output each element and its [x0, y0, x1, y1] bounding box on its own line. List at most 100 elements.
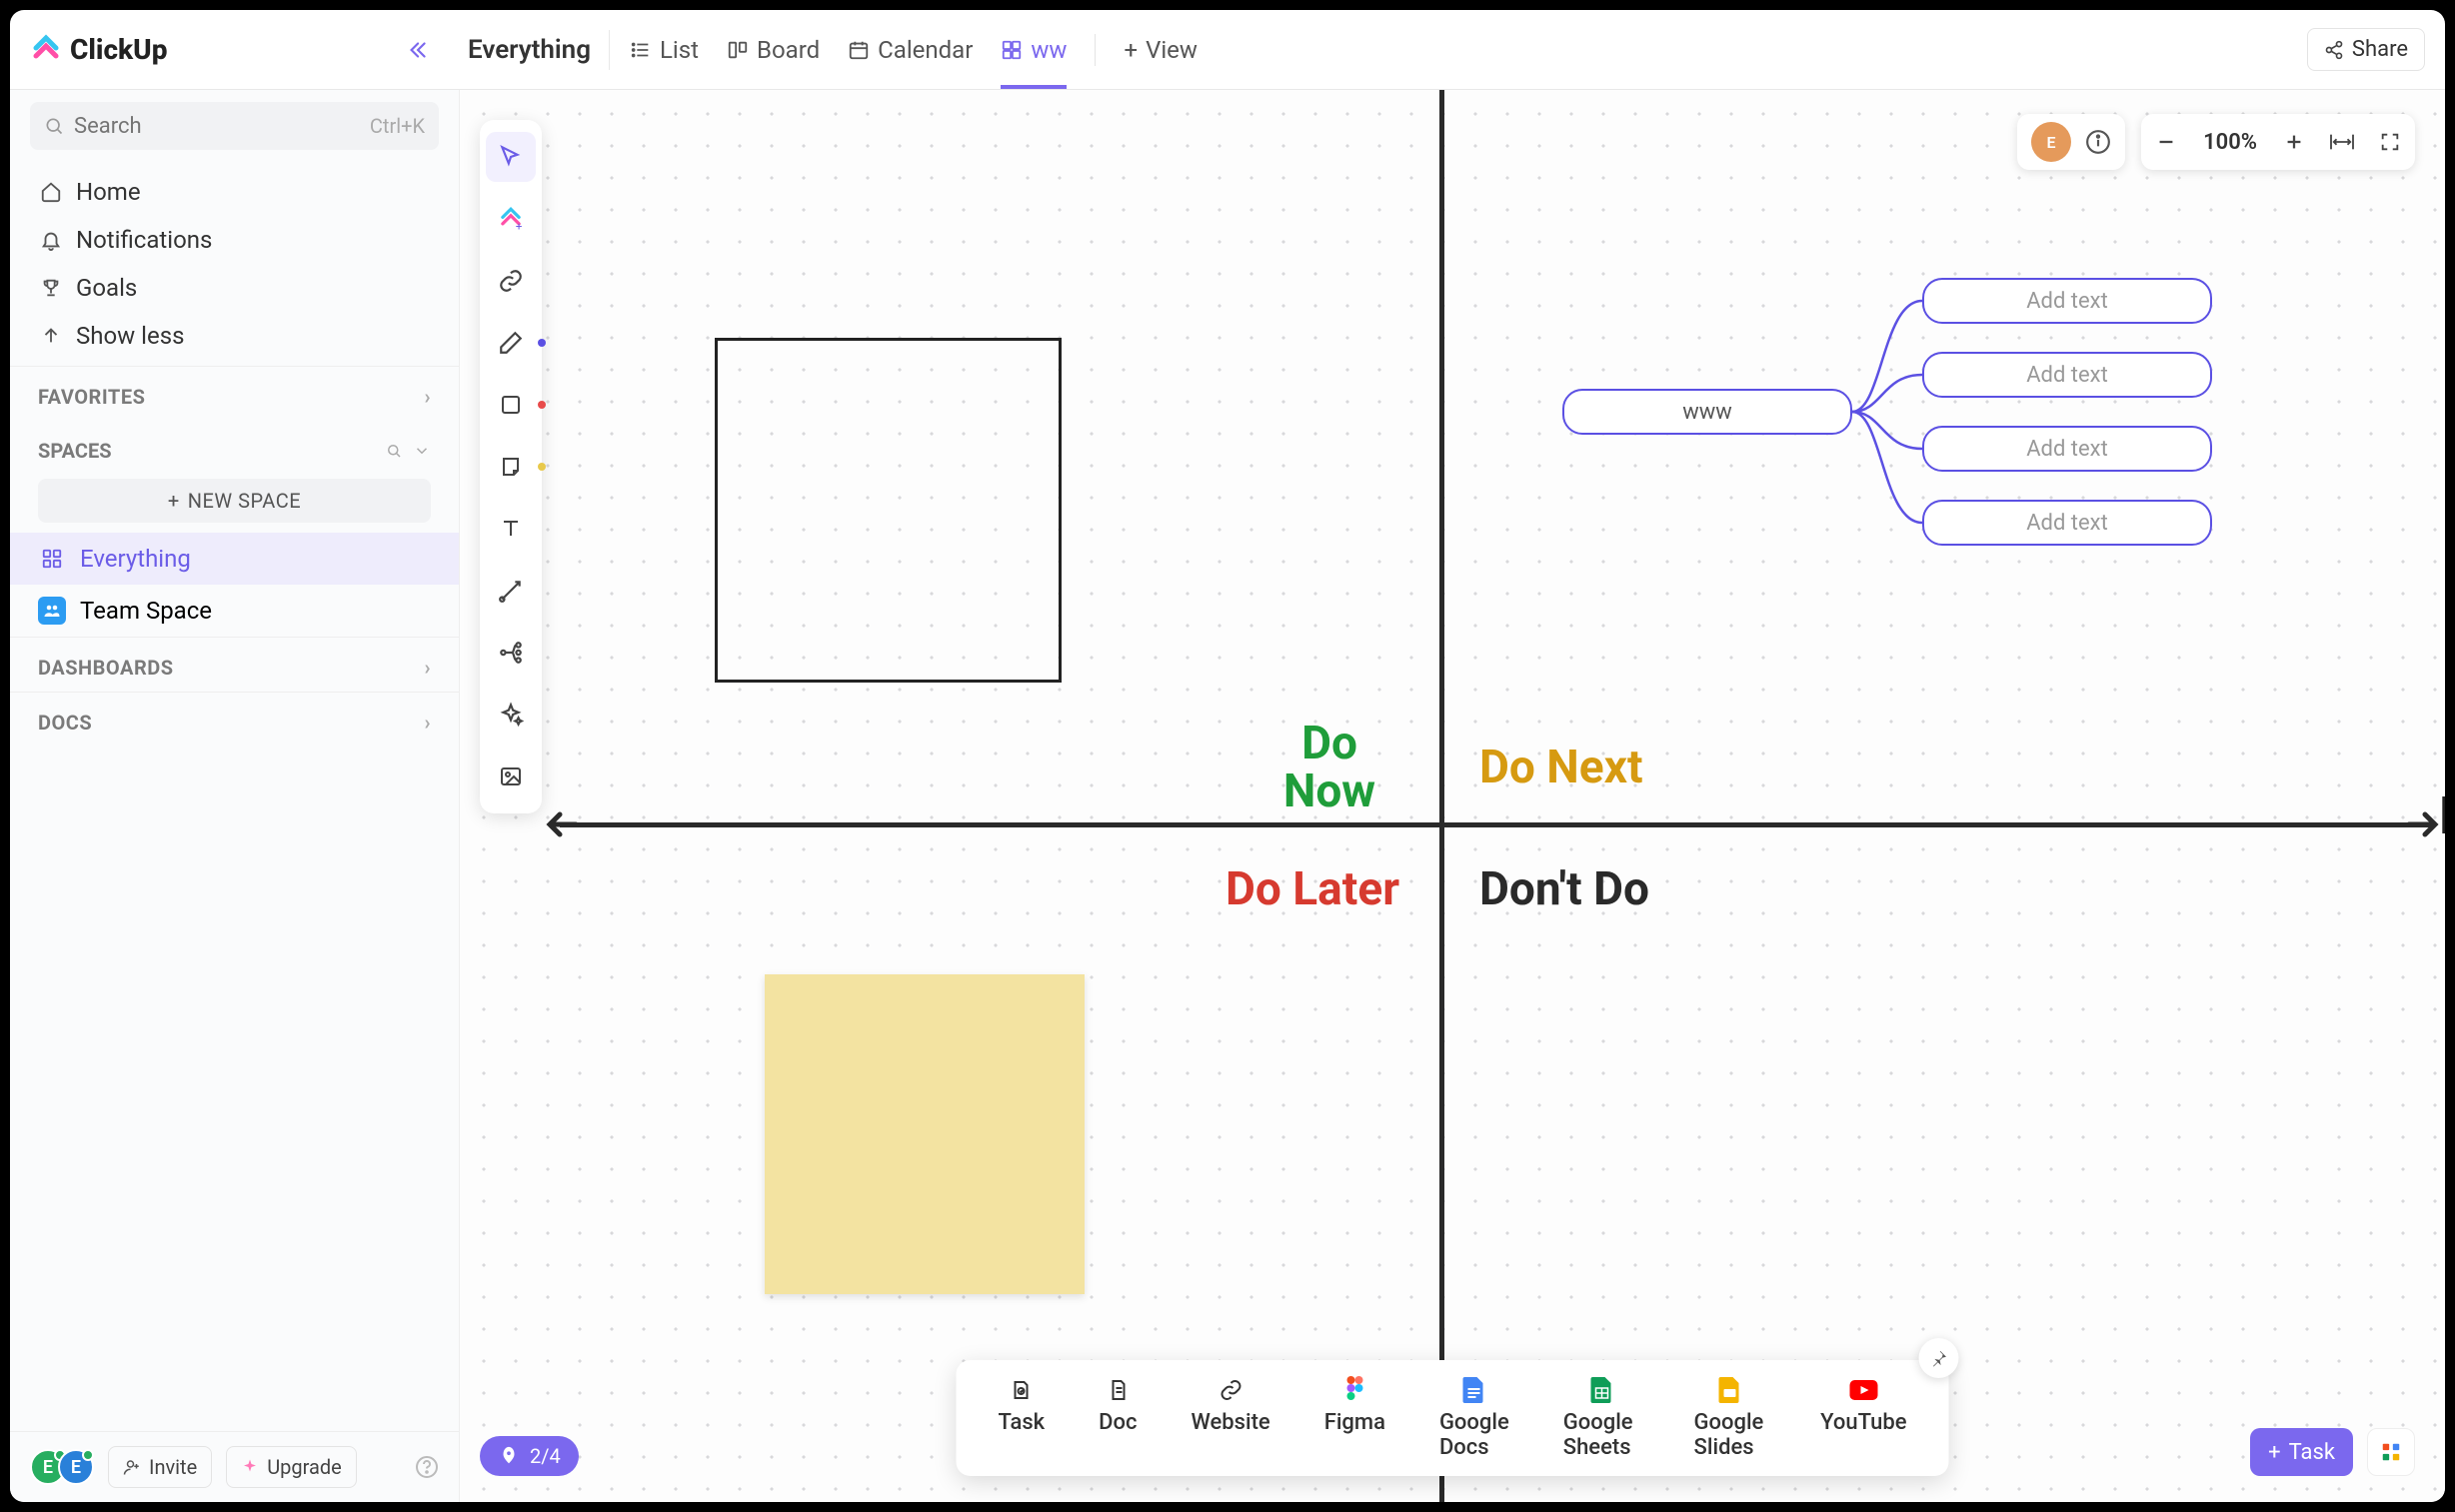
whiteboard-canvas[interactable]: E 100% + [460, 90, 2445, 1502]
zoom-in-button[interactable] [2279, 127, 2309, 157]
tool-clickup[interactable]: + [486, 194, 536, 244]
mindmap-child[interactable]: Add text [1922, 426, 2212, 472]
search-input[interactable] [74, 114, 360, 139]
zoom-out-button[interactable] [2151, 127, 2181, 157]
nav-home[interactable]: Home [10, 168, 459, 216]
team-space-icon [38, 597, 66, 625]
invite-button[interactable]: Invite [108, 1446, 212, 1488]
insert-figma[interactable]: Figma [1302, 1370, 1407, 1466]
tab-calendar[interactable]: Calendar [848, 10, 973, 89]
view-tabs: List Board Calendar ww [630, 10, 1198, 89]
chevron-right-icon: › [424, 656, 431, 680]
mindmap-child-text: Add text [2026, 437, 2108, 462]
label-do-next[interactable]: Do Next [1479, 744, 1643, 791]
tool-shape[interactable] [486, 380, 536, 430]
mindmap-root[interactable]: www [1562, 389, 1852, 435]
new-space-button[interactable]: + NEW SPACE [38, 479, 431, 523]
tool-ai[interactable] [486, 690, 536, 740]
space-everything[interactable]: Everything [10, 533, 459, 585]
list-icon [630, 39, 652, 61]
nav-primary: Home Notifications Goals Show less [10, 162, 459, 366]
tool-connector[interactable] [486, 566, 536, 616]
info-icon[interactable] [2085, 129, 2111, 155]
apps-button[interactable] [2367, 1428, 2415, 1476]
brand-name: ClickUp [70, 33, 167, 66]
tool-image[interactable] [486, 752, 536, 801]
chevron-down-icon[interactable] [413, 442, 431, 460]
insert-gslides[interactable]: Google Slides [1672, 1370, 1789, 1466]
tool-sticky[interactable] [486, 442, 536, 492]
fit-width-button[interactable] [2327, 127, 2357, 157]
tab-list-label: List [660, 36, 699, 64]
tab-add-view[interactable]: + View [1124, 10, 1198, 89]
tool-mindmap[interactable] [486, 628, 536, 678]
nav-goals[interactable]: Goals [10, 264, 459, 312]
insert-gsheets[interactable]: Google Sheets [1541, 1370, 1662, 1466]
breadcrumb[interactable]: Everything [450, 30, 610, 70]
mindmap-child[interactable]: Add text [1922, 278, 2212, 324]
label-do-later[interactable]: Do Later [1226, 865, 1399, 913]
insert-task[interactable]: Task [977, 1370, 1068, 1466]
section-spaces[interactable]: SPACES [10, 421, 459, 473]
section-dashboards[interactable]: DASHBOARDS › [10, 637, 459, 692]
onboarding-progress[interactable]: 2/4 [480, 1436, 579, 1476]
new-task-button[interactable]: + Task [2250, 1428, 2353, 1476]
section-docs[interactable]: DOCS › [10, 692, 459, 747]
axis-vertical[interactable] [1439, 90, 1444, 1502]
tab-board-label: Board [757, 36, 820, 64]
mindmap-child-text: Add text [2026, 363, 2108, 388]
task-icon [1008, 1376, 1036, 1404]
nav-notifications[interactable]: Notifications [10, 216, 459, 264]
section-favorites[interactable]: FAVORITES › [10, 366, 459, 421]
insert-doc[interactable]: Doc [1077, 1370, 1159, 1466]
tool-pen[interactable] [486, 318, 536, 368]
upgrade-button[interactable]: Upgrade [226, 1446, 357, 1488]
tool-text[interactable] [486, 504, 536, 554]
tab-board[interactable]: Board [727, 10, 820, 89]
search-box[interactable]: Ctrl+K [30, 102, 439, 150]
insert-youtube[interactable]: YouTube [1798, 1370, 1928, 1466]
zoom-level: 100% [2199, 130, 2261, 155]
mindmap-child[interactable]: Add text [1922, 352, 2212, 398]
section-spaces-label: SPACES [38, 439, 112, 463]
label-dont-do[interactable]: Don't Do [1479, 865, 1649, 913]
insert-website[interactable]: Website [1169, 1370, 1291, 1466]
avatar[interactable]: E [58, 1449, 94, 1485]
zoom-controls: 100% [2141, 114, 2415, 170]
mindmap-child-text: Add text [2026, 289, 2108, 314]
space-team[interactable]: Team Space [10, 585, 459, 637]
space-team-label: Team Space [80, 597, 212, 625]
fullscreen-button[interactable] [2375, 127, 2405, 157]
help-icon[interactable] [415, 1455, 439, 1479]
nav-show-less[interactable]: Show less [10, 312, 459, 360]
share-button[interactable]: Share [2307, 28, 2425, 71]
label-do-now[interactable]: Do Now [1239, 720, 1419, 816]
apps-grid-icon [2380, 1441, 2402, 1463]
logo[interactable]: ClickUp [30, 33, 430, 66]
mindmap-child[interactable]: Add text [1922, 500, 2212, 546]
sticky-note[interactable] [765, 974, 1085, 1294]
sparkle-icon [241, 1458, 259, 1476]
insert-gdocs[interactable]: Google Docs [1417, 1370, 1531, 1466]
presence-chip[interactable]: E [2017, 114, 2125, 170]
avatar: E [2031, 122, 2071, 162]
search-small-icon[interactable] [385, 442, 403, 460]
pin-button[interactable] [1919, 1338, 1959, 1378]
mindmap-connectors [1852, 278, 1932, 546]
new-space-label: NEW SPACE [188, 489, 301, 513]
insert-gdocs-label: Google Docs [1439, 1410, 1509, 1460]
search-icon [44, 116, 64, 136]
svg-text:+: + [516, 219, 522, 232]
axis-horizontal[interactable] [560, 822, 2435, 827]
tool-select[interactable] [486, 132, 536, 182]
shape-rectangle[interactable] [715, 338, 1062, 683]
tab-ww[interactable]: ww [1001, 10, 1067, 89]
share-icon [2324, 40, 2344, 60]
tool-link[interactable] [486, 256, 536, 306]
section-dashboards-label: DASHBOARDS [38, 656, 174, 680]
bell-icon [40, 229, 62, 251]
tab-list[interactable]: List [630, 10, 699, 89]
sidebar: Ctrl+K Home Notifications Goals [10, 90, 460, 1502]
collapse-sidebar-icon[interactable] [404, 37, 430, 63]
avatar-stack[interactable]: E E [30, 1449, 94, 1485]
